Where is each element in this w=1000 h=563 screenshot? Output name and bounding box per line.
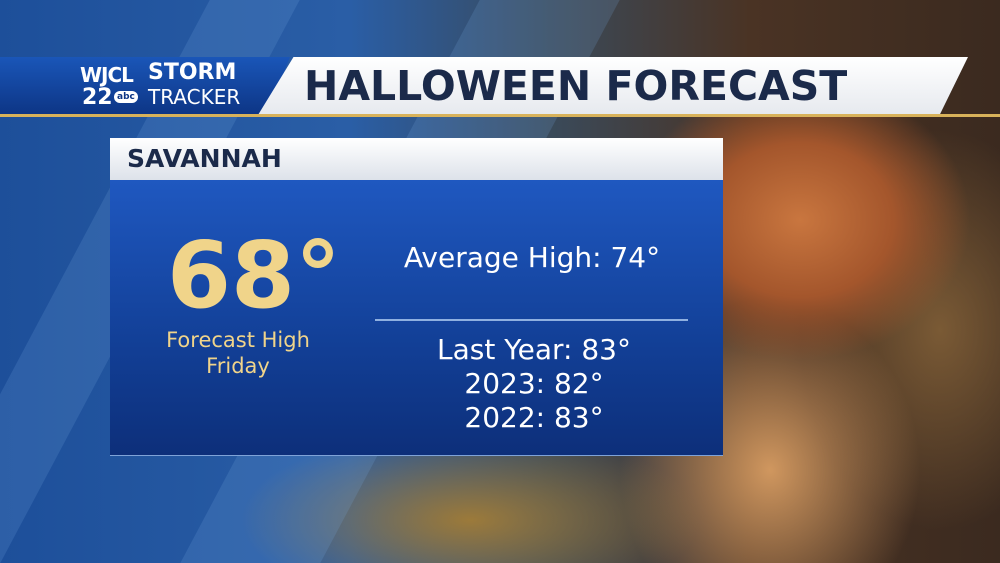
divider (375, 319, 688, 321)
panel-header: SAVANNAH (110, 138, 723, 180)
brand-bottom: TRACKER (148, 85, 241, 109)
station-logo: WJCL 22 abc STORM TRACKER (0, 57, 290, 115)
average-high: Average High: 74° (403, 241, 661, 274)
history-line: Last Year: 83° (437, 333, 631, 366)
panel-body (110, 180, 723, 456)
history-line: 2023: 82° (464, 367, 604, 400)
title: HALLOWEEN FORECAST (304, 62, 848, 110)
call-sign: WJCL (80, 63, 134, 87)
forecast-label: Forecast High (166, 328, 310, 352)
brand-top: STORM (148, 60, 237, 85)
channel: 22 (82, 85, 113, 110)
forecast-temperature: 68° (166, 222, 342, 329)
history-line: 2022: 83° (464, 401, 604, 434)
location: SAVANNAH (127, 144, 282, 173)
forecast-label: Friday (206, 354, 270, 378)
title-bar (258, 57, 968, 115)
gold-rule (0, 114, 1000, 117)
network: abc (114, 91, 138, 103)
